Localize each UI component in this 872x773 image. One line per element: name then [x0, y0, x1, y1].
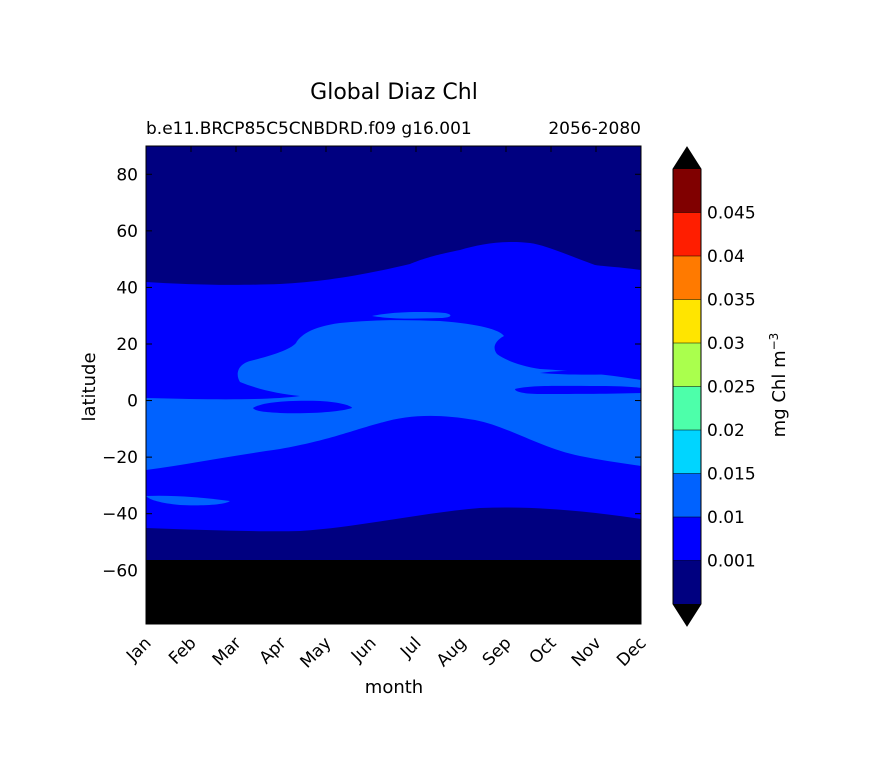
- y-tick-label: −60: [102, 561, 138, 581]
- x-tick-label: Feb: [165, 633, 200, 668]
- y-tick-label: 60: [116, 222, 138, 242]
- colorbar-tick-label: 0.03: [707, 334, 745, 354]
- colorbar-extend-min: [673, 604, 701, 626]
- colorbar-swatch: [673, 386, 701, 430]
- colorbar-label-text: mg Chl m: [769, 350, 790, 437]
- contour-patch-north: [372, 312, 451, 319]
- x-tick-label: Nov: [568, 633, 606, 671]
- x-tick-label: Jul: [396, 633, 425, 662]
- colorbar-swatch: [673, 256, 701, 300]
- chart-subtitle-left: b.e11.BRCP85C5CNBDRD.f09 g16.001: [146, 119, 472, 139]
- y-tick-label: 0: [127, 392, 138, 412]
- colorbar-tick-label: 0.015: [707, 465, 756, 485]
- contour-band-0.01-0.015: [146, 320, 641, 470]
- colorbar-label: mg Chl m−3: [767, 333, 790, 438]
- y-tick-label: 20: [116, 335, 138, 355]
- colorbar-extend-max: [673, 147, 701, 169]
- colorbar-tick-label: 0.035: [707, 291, 756, 311]
- colorbar-swatch: [673, 473, 701, 517]
- x-tick-label: Oct: [526, 633, 561, 668]
- colorbar-swatch: [673, 560, 701, 604]
- plot-area: [146, 146, 641, 624]
- colorbar-swatch: [673, 212, 701, 256]
- plot-frame: [145, 145, 642, 625]
- contour-patch-equator: [253, 400, 352, 414]
- x-tick-label: Apr: [256, 633, 291, 668]
- colorbar-swatch: [673, 169, 701, 213]
- y-tick-label: −20: [102, 448, 138, 468]
- chart-subtitle-right: 2056-2080: [548, 119, 641, 139]
- y-tick-label: 80: [116, 165, 138, 185]
- colorbar-swatch: [673, 517, 701, 561]
- colorbar-tick-label: 0.04: [707, 247, 745, 267]
- x-tick-label: May: [297, 633, 336, 672]
- colorbar-tick-label: 0.02: [707, 421, 745, 441]
- colorbar-swatch: [673, 299, 701, 343]
- colorbar-label-exponent: −3: [767, 333, 781, 351]
- x-tick-label: Jun: [347, 633, 381, 667]
- contour-patch-east-upper: [540, 370, 620, 375]
- colorbar-tick-label: 0.01: [707, 508, 745, 528]
- x-tick-label: Mar: [209, 633, 246, 670]
- masked-land-region: [146, 560, 641, 624]
- colorbar: 0.001 0.01 0.015 0.02 0.025 0.03 0.035 0.04 0.04…: [672, 146, 756, 627]
- y-axis-label: latitude: [79, 352, 100, 421]
- y-axis: −60 −40 −20 0 20 40 60 80: [102, 165, 641, 581]
- colorbar-tick-label: 0.001: [707, 552, 756, 572]
- x-axis-label: month: [365, 677, 423, 698]
- contour-patch-south: [146, 495, 230, 506]
- colorbar-swatch: [673, 343, 701, 387]
- chart-title: Global Diaz Chl: [310, 80, 478, 105]
- colorbar-outline: [672, 146, 702, 627]
- colorbar-tick-label: 0.045: [707, 204, 756, 224]
- y-tick-label: 40: [116, 278, 138, 298]
- colorbar-tick-label: 0.025: [707, 378, 756, 398]
- x-tick-label: Aug: [433, 633, 471, 671]
- y-tick-label: −40: [102, 505, 138, 525]
- x-tick-label: Jan: [122, 633, 155, 666]
- colorbar-swatch: [673, 430, 701, 474]
- contour-patch-east: [515, 385, 641, 394]
- x-tick-label: Sep: [479, 633, 516, 670]
- x-tick-label: Dec: [613, 633, 650, 670]
